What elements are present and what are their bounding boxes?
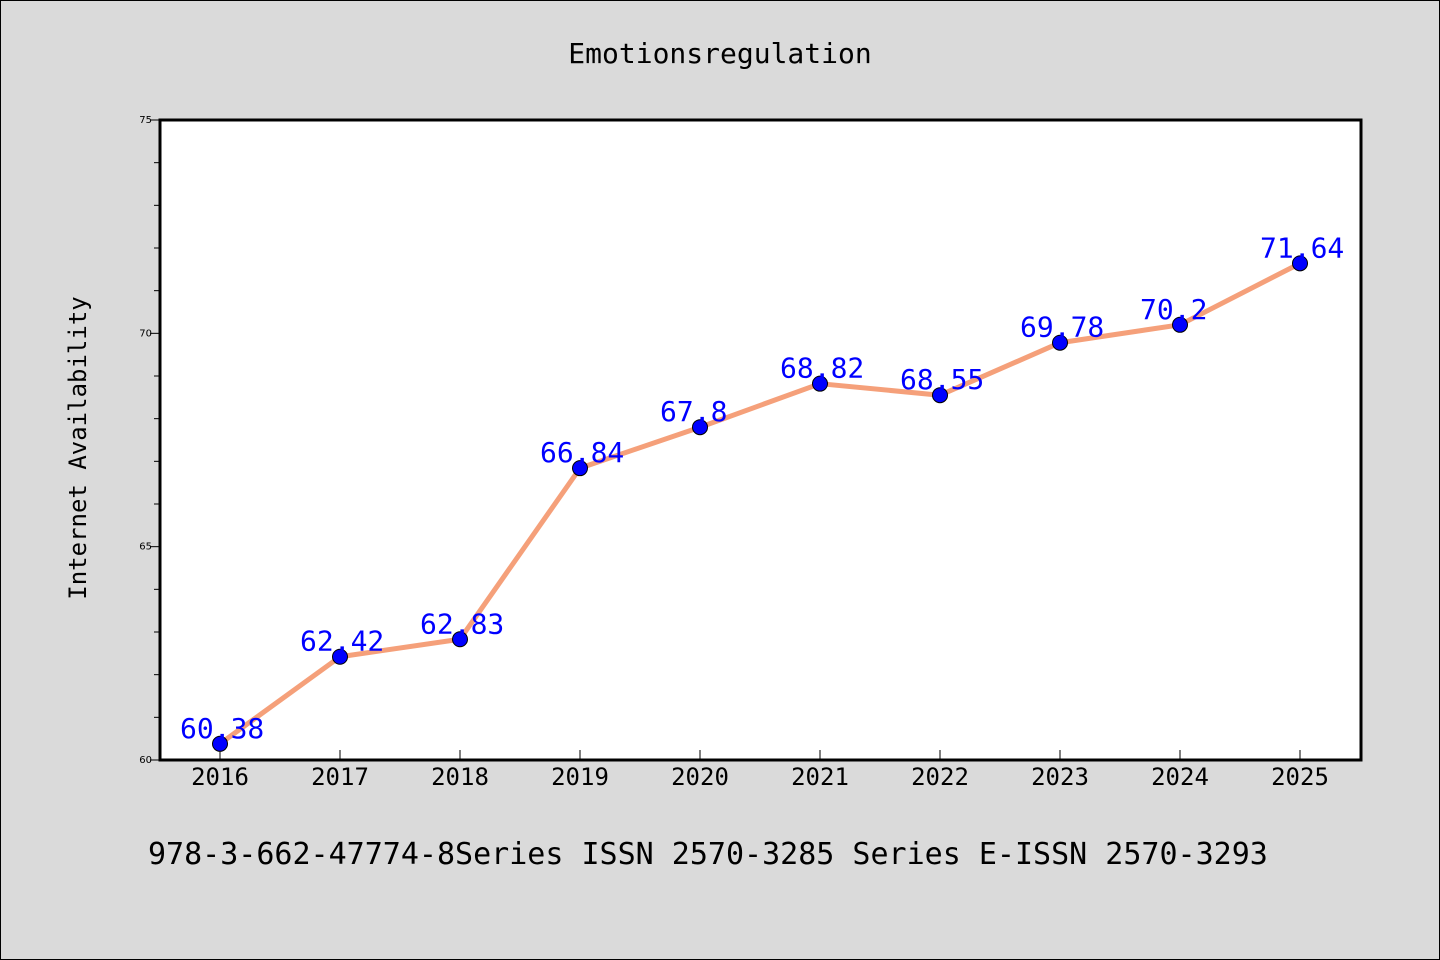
data-label: 62.83 — [420, 607, 504, 640]
x-tick-label: 2024 — [1151, 763, 1209, 791]
data-label: 60.38 — [180, 712, 264, 745]
x-tick-label: 2025 — [1271, 763, 1329, 791]
data-label: 67.8 — [660, 395, 727, 428]
data-label: 69.78 — [1020, 311, 1104, 344]
data-point — [932, 387, 948, 404]
x-tick-label: 2018 — [431, 763, 489, 791]
y-tick-label: 70 — [139, 328, 152, 339]
data-label: 66.84 — [540, 436, 624, 469]
data-point — [332, 648, 348, 665]
data-point — [452, 631, 468, 648]
x-tick-label: 2022 — [911, 763, 969, 791]
x-tick-label: 2019 — [551, 763, 609, 791]
y-tick-label: 75 — [139, 115, 152, 126]
x-tick-label: 2023 — [1031, 763, 1089, 791]
y-tick-label: 65 — [139, 542, 152, 553]
x-tick-label: 2020 — [671, 763, 729, 791]
x-tick-label: 2021 — [791, 763, 849, 791]
series-line — [217, 260, 1303, 747]
data-point — [572, 460, 588, 477]
data-point — [1052, 334, 1068, 351]
data-label: 68.82 — [780, 352, 864, 385]
series: 60.38 62.42 62.83 66.84 67.8 68.82 68.55 69.78 7… — [180, 231, 1344, 752]
x-axis-ticks: 2016 2017 2018 2019 2020 2021 2022 2023 2024 2025 — [191, 750, 1329, 791]
y-tick-label: 60 — [139, 755, 152, 766]
footer-text: 978-3-662-47774-8Series ISSN 2570-3285 S… — [148, 837, 1268, 872]
x-tick-label: 2017 — [311, 763, 369, 791]
data-label: 68.55 — [900, 363, 984, 396]
data-point — [692, 419, 708, 436]
data-label: 62.42 — [300, 625, 384, 658]
data-point — [1292, 255, 1308, 272]
y-axis-ticks: 60 65 70 75 — [139, 115, 160, 766]
plot-border — [158, 118, 1363, 762]
x-tick-label: 2016 — [191, 763, 249, 791]
data-label: 70.2 — [1140, 293, 1207, 326]
data-point — [1172, 316, 1188, 333]
chart-title: Emotionsregulation — [568, 37, 871, 70]
y-axis-label: Internet Availability — [64, 296, 92, 599]
data-label: 71.64 — [1260, 231, 1344, 264]
data-point — [812, 375, 828, 392]
data-point — [212, 735, 228, 752]
